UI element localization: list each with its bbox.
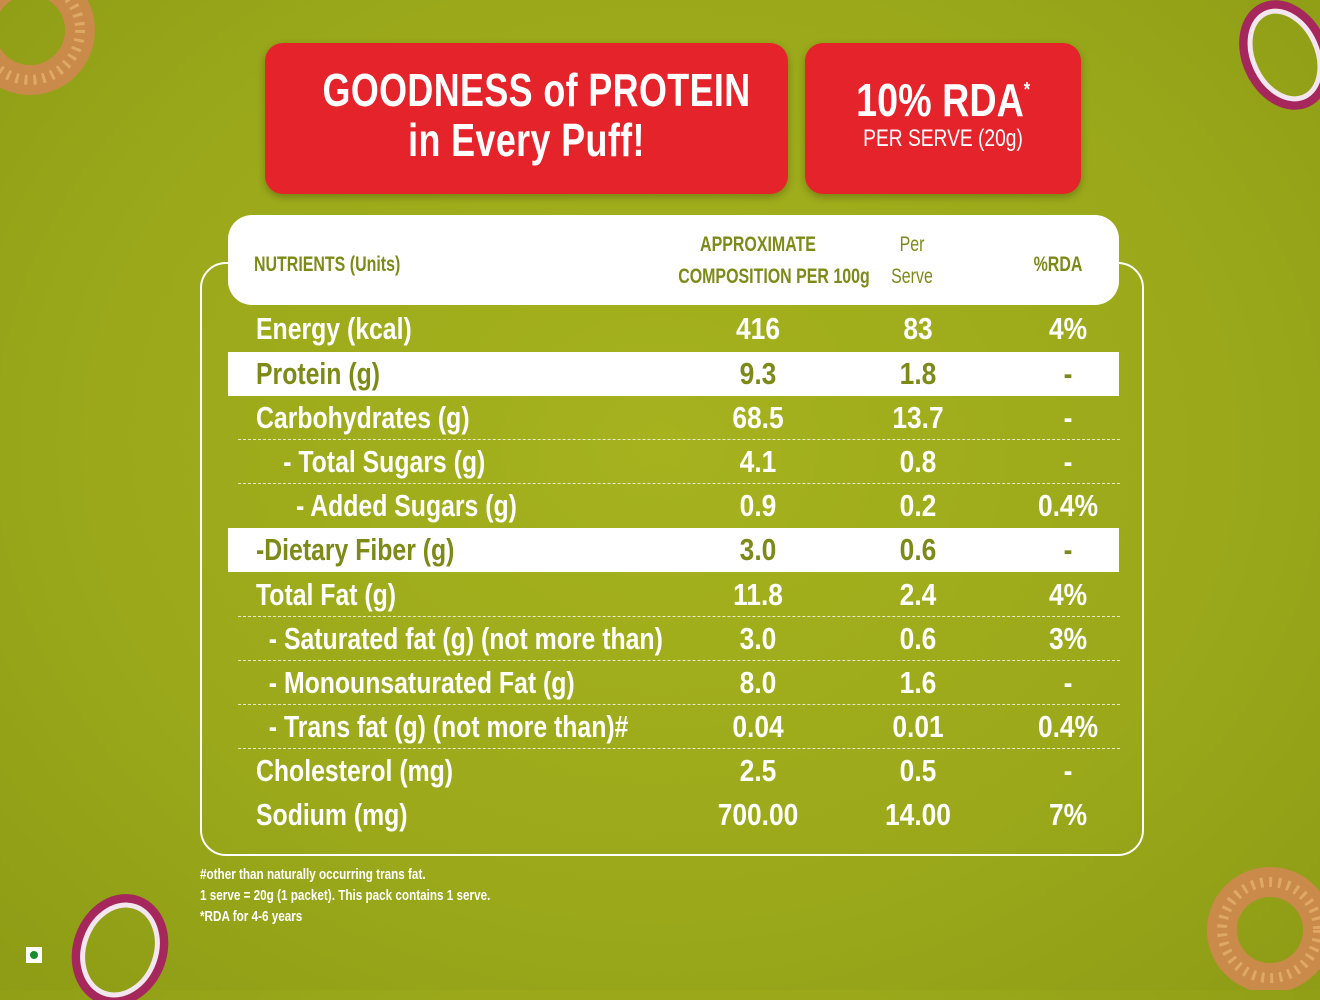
- header-approx-line2: COMPOSITION PER 100g: [678, 265, 870, 288]
- value-per-100g: 700.00: [717, 797, 799, 832]
- nutrient-name: -Dietary Fiber (g): [256, 532, 455, 567]
- value-per-100g: 9.3: [739, 356, 777, 391]
- value-per-100g: 2.5: [739, 753, 777, 788]
- value-per-serve: 14.00: [885, 797, 951, 832]
- header-per-serve: Per Serve: [879, 229, 946, 293]
- nutrient-name: Protein (g): [256, 356, 380, 391]
- headline-line-2: in Every Puff!: [408, 114, 645, 166]
- nutrient-name: Energy (kcal): [256, 311, 412, 346]
- table-row: Cholesterol (mg) 2.5 0.5 -: [238, 749, 1120, 793]
- value-rda: 4%: [1048, 311, 1088, 346]
- value-rda: 0.4%: [1037, 709, 1099, 744]
- rda-value-text: 10% RDA: [855, 74, 1024, 126]
- header-serve-line1: Per: [899, 233, 925, 256]
- footnote-trans-fat: #other than naturally occurring trans fa…: [200, 866, 426, 883]
- value-per-100g: 0.04: [732, 709, 784, 744]
- header-serve-line2: Serve: [891, 265, 933, 288]
- nutrient-name: - Saturated fat (g) (not more than): [268, 621, 663, 656]
- value-per-serve: 83: [903, 311, 933, 346]
- value-per-serve: 0.5: [899, 753, 937, 788]
- table-row: - Added Sugars (g) 0.9 0.2 0.4%: [238, 484, 1120, 528]
- rda-value: 10% RDA*: [856, 73, 1030, 127]
- rda-star: *: [1023, 79, 1031, 101]
- value-per-serve: 0.6: [899, 532, 937, 567]
- value-rda: -: [1063, 532, 1073, 567]
- nutrient-name: - Monounsaturated Fat (g): [268, 665, 575, 700]
- value-per-serve: 13.7: [892, 400, 944, 435]
- table-row: Carbohydrates (g) 68.5 13.7 -: [238, 396, 1120, 440]
- value-rda: -: [1063, 665, 1073, 700]
- table-row: Protein (g) 9.3 1.8 -: [228, 352, 1119, 396]
- value-rda: -: [1063, 356, 1073, 391]
- table-row: - Monounsaturated Fat (g) 8.0 1.6 -: [238, 661, 1120, 705]
- value-per-serve: 2.4: [899, 577, 937, 612]
- footnote-rda: *RDA for 4-6 years: [200, 908, 303, 925]
- header-approx-line1: APPROXIMATE: [700, 233, 816, 256]
- header-approx: APPROXIMATE COMPOSITION PER 100g: [678, 229, 870, 293]
- nutrient-name: - Added Sugars (g): [296, 488, 517, 523]
- puff-ring-icon: [0, 0, 95, 95]
- nutrient-name: Carbohydrates (g): [256, 400, 470, 435]
- value-rda: 0.4%: [1037, 488, 1099, 523]
- value-rda: -: [1063, 444, 1073, 479]
- value-rda: -: [1063, 753, 1073, 788]
- table-row: Total Fat (g) 11.8 2.4 4%: [238, 573, 1120, 617]
- footnote-serve: 1 serve = 20g (1 packet). This pack cont…: [200, 887, 491, 904]
- value-per-serve: 0.6: [899, 621, 937, 656]
- nutrient-name: Sodium (mg): [256, 797, 408, 832]
- header-rda: %RDA: [1033, 253, 1083, 276]
- rda-banner: 10% RDA* PER SERVE (20g): [805, 43, 1081, 194]
- table-row: - Trans fat (g) (not more than)# 0.04 0.01…: [238, 705, 1120, 749]
- value-per-serve: 0.8: [899, 444, 937, 479]
- header-nutrients: NUTRIENTS (Units): [254, 253, 401, 276]
- headline-line-1: GOODNESS of PROTEIN: [322, 64, 751, 116]
- value-per-100g: 8.0: [739, 665, 777, 700]
- value-per-serve: 0.2: [899, 488, 937, 523]
- veg-mark-icon: [26, 947, 42, 963]
- value-per-100g: 0.9: [739, 488, 777, 523]
- value-rda: 7%: [1048, 797, 1088, 832]
- table-header: NUTRIENTS (Units) APPROXIMATE COMPOSITIO…: [228, 215, 1119, 305]
- value-per-serve: 0.01: [892, 709, 944, 744]
- table-row: Sodium (mg) 700.00 14.00 7%: [238, 793, 1120, 837]
- nutrient-name: Cholesterol (mg): [256, 753, 454, 788]
- value-per-100g: 11.8: [733, 577, 783, 612]
- nutrient-name: - Total Sugars (g): [283, 444, 486, 479]
- nutrient-name: - Trans fat (g) (not more than)#: [268, 709, 629, 744]
- value-per-serve: 1.6: [899, 665, 937, 700]
- value-rda: 4%: [1048, 577, 1088, 612]
- table-row: Energy (kcal) 416 83 4%: [238, 307, 1120, 351]
- value-per-serve: 1.8: [899, 356, 937, 391]
- nutrient-name: Total Fat (g): [256, 577, 397, 612]
- footnotes: #other than naturally occurring trans fa…: [200, 864, 572, 927]
- rda-per-serve: PER SERVE (20g): [863, 125, 1023, 152]
- value-per-100g: 3.0: [739, 532, 777, 567]
- value-per-100g: 416: [736, 311, 780, 346]
- onion-ring-icon: [71, 894, 169, 1000]
- puff-ring-icon: [1207, 867, 1320, 990]
- value-rda: -: [1063, 400, 1073, 435]
- value-per-100g: 68.5: [732, 400, 784, 435]
- headline-banner: GOODNESS of PROTEIN in Every Puff!: [265, 43, 788, 194]
- table-row: - Saturated fat (g) (not more than) 3.0 0.…: [238, 617, 1120, 661]
- onion-ring-icon: [1239, 0, 1320, 110]
- value-per-100g: 3.0: [739, 621, 777, 656]
- table-row: -Dietary Fiber (g) 3.0 0.6 -: [228, 528, 1119, 572]
- value-rda: 3%: [1048, 621, 1088, 656]
- table-row: - Total Sugars (g) 4.1 0.8 -: [238, 440, 1120, 484]
- value-per-100g: 4.1: [739, 444, 777, 479]
